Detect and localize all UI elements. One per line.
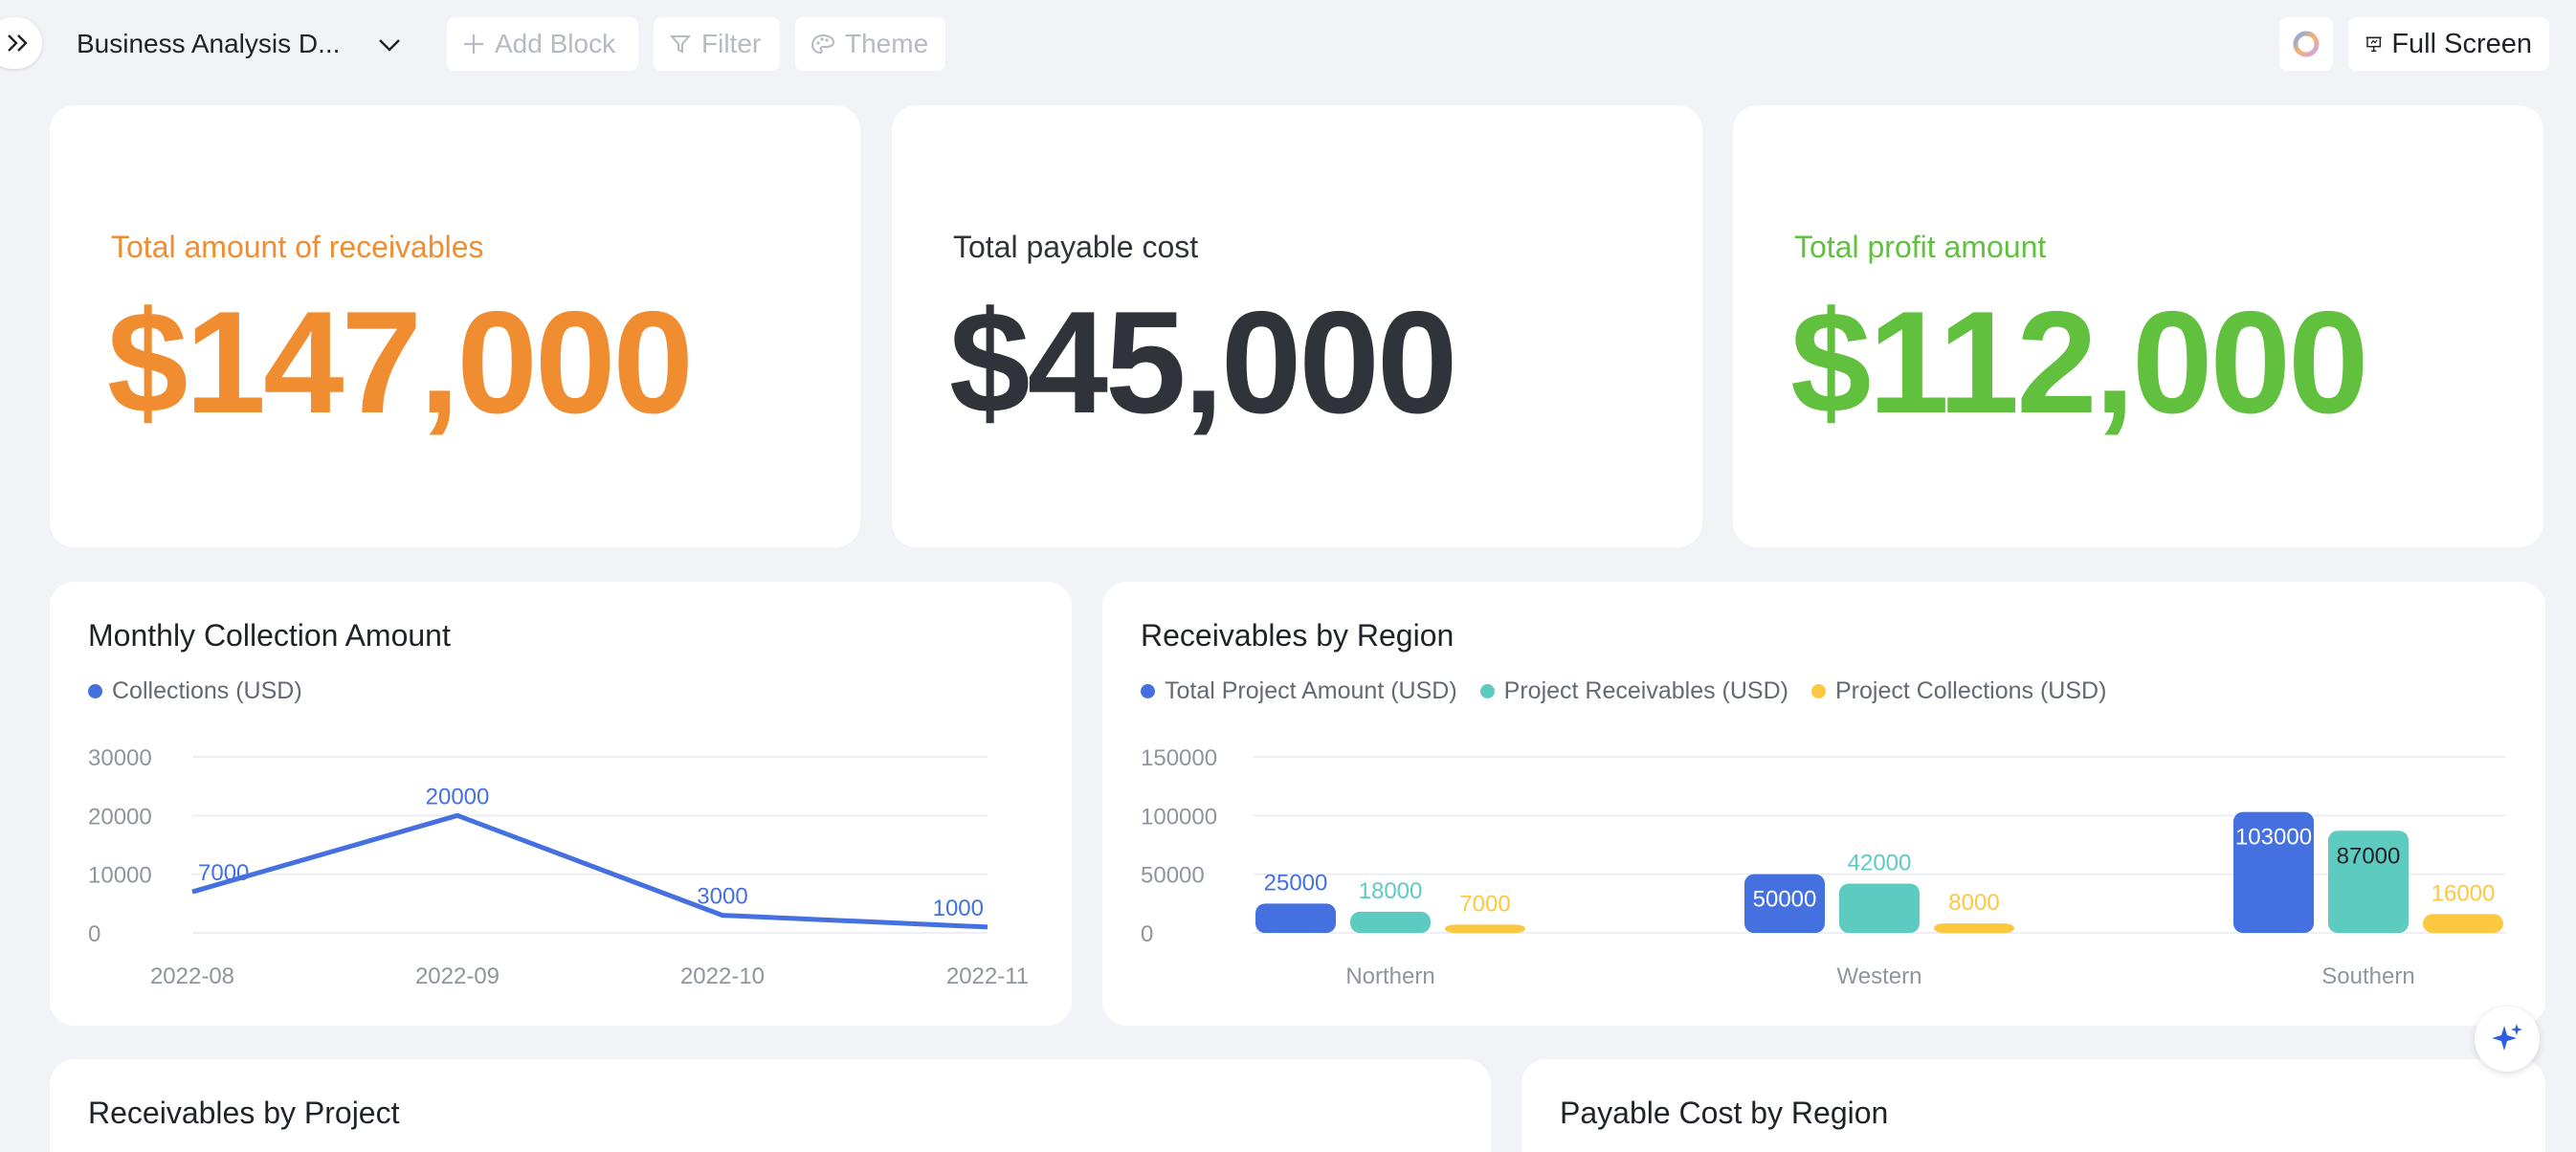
receivables-by-region-card[interactable]: 0 50000 100000 150000 Northern 25000 18000 7000…: [1102, 582, 2545, 1026]
kpi-value: $147,000: [107, 281, 694, 444]
x-tick-label: Western: [1837, 964, 1922, 989]
kpi-card-receivables[interactable]: Total amount of receivables $147,000: [50, 105, 860, 547]
chart-title: Monthly Collection Amount: [88, 618, 451, 653]
x-tick-label: Southern: [2321, 964, 2414, 989]
data-label: 16000: [2432, 880, 2496, 906]
data-label: 20000: [426, 784, 490, 809]
filter-icon: [669, 35, 692, 54]
bar-southern-series-1: [2328, 831, 2409, 933]
dashboard-title[interactable]: Business Analysis D...: [77, 29, 341, 58]
legend-dot: [1479, 684, 1495, 698]
data-label: 103000: [2235, 825, 2312, 851]
bar-western-series-1: [1839, 883, 1920, 933]
chart-title: Receivables by Region: [1141, 618, 1455, 653]
expand-sidebar-button[interactable]: [0, 17, 42, 69]
kpi-card-profit[interactable]: Total profit amount $112,000: [1733, 105, 2543, 547]
data-label: 42000: [1848, 850, 1912, 875]
legend-item[interactable]: Project Collections (USD): [1811, 677, 2106, 705]
legend-item[interactable]: Collections (USD): [88, 677, 302, 705]
plus-icon: [464, 34, 483, 54]
x-tick-label: 2022-09: [415, 964, 500, 989]
kpi-label: Total amount of receivables: [111, 230, 484, 264]
legend-label: Total Project Amount (USD): [1165, 677, 1457, 704]
bar-northern-series-1: [1350, 911, 1431, 933]
x-tick-label: 2022-08: [150, 964, 234, 989]
legend-dot: [88, 684, 102, 698]
chart-title: Receivables by Project: [88, 1096, 400, 1130]
chart-legend: Collections (USD): [88, 677, 302, 705]
sparkle-icon: [2492, 1024, 2522, 1051]
palette-icon: [811, 33, 835, 55]
y-tick-label: 30000: [88, 745, 152, 771]
data-label: 18000: [1359, 878, 1423, 904]
y-tick-label: 0: [88, 921, 100, 947]
chart-title: Payable Cost by Region: [1560, 1096, 1889, 1130]
kpi-label: Total profit amount: [1794, 230, 2047, 264]
legend-label: Project Receivables (USD): [1503, 677, 1788, 704]
data-label: 7000: [198, 860, 249, 886]
y-tick-label: 10000: [88, 863, 152, 889]
legend-label: Project Collections (USD): [1835, 677, 2107, 704]
y-tick-label: 50000: [1141, 863, 1205, 889]
legend-item[interactable]: Total Project Amount (USD): [1141, 677, 1457, 705]
kpi-label: Total payable cost: [953, 230, 1199, 264]
series-line-collections: [191, 812, 988, 930]
legend-dot: [1811, 684, 1826, 698]
ai-sparkle-button[interactable]: [2475, 1007, 2540, 1072]
receivables-by-project-card[interactable]: Receivables by Project: [50, 1059, 1491, 1152]
add-block-button[interactable]: Add Block: [447, 17, 638, 71]
bar-southern-series-0: [2233, 811, 2314, 933]
full-screen-label: Full Screen: [2391, 28, 2532, 59]
ai-assistant-avatar-button[interactable]: [2279, 17, 2333, 71]
data-label: 8000: [1948, 890, 1999, 916]
filter-label: Filter: [701, 29, 762, 58]
data-label: 1000: [933, 896, 984, 921]
data-label: 3000: [697, 884, 747, 910]
presentation-icon: [2365, 36, 2382, 53]
y-tick-label: 150000: [1141, 745, 1217, 771]
chart-legend: Total Project Amount (USD) Project Recei…: [1141, 677, 2106, 705]
kpi-value: $45,000: [949, 281, 1457, 444]
legend-item[interactable]: Project Receivables (USD): [1479, 677, 1788, 705]
payable-cost-by-region-card[interactable]: Payable Cost by Region: [1521, 1059, 2545, 1152]
full-screen-button[interactable]: Full Screen: [2348, 17, 2549, 71]
filter-button[interactable]: Filter: [654, 17, 780, 71]
monthly-collection-card[interactable]: 0 10000 20000 30000 2022-08 2022-09 2022-10 202…: [50, 582, 1072, 1026]
bar-southern-series-2: [2423, 914, 2503, 933]
x-tick-label: Northern: [1345, 964, 1434, 989]
bar-northern-series-0: [1255, 903, 1336, 933]
data-label: 25000: [1264, 870, 1328, 896]
data-label: 50000: [1753, 887, 1817, 913]
bar-northern-series-2: [1445, 924, 1525, 933]
add-block-label: Add Block: [495, 29, 616, 58]
data-label: 87000: [2337, 843, 2401, 869]
y-tick-label: 100000: [1141, 804, 1217, 830]
chevron-down-icon[interactable]: [375, 33, 404, 57]
receivables-by-region-chart: 0 50000 100000 150000 Northern 25000 18000 7000…: [1141, 745, 2505, 989]
data-label: 7000: [1459, 891, 1510, 917]
y-tick-label: 20000: [88, 804, 152, 830]
theme-button[interactable]: Theme: [795, 17, 945, 71]
x-tick-label: 2022-10: [680, 964, 765, 989]
toolbar: Business Analysis D... Add Block Filter …: [0, 0, 2576, 88]
bar-western-series-2: [1934, 923, 2014, 933]
gradient-ring-icon: [2293, 31, 2320, 57]
kpi-value: $112,000: [1790, 281, 2369, 444]
y-tick-label: 0: [1141, 921, 1153, 947]
kpi-card-payable[interactable]: Total payable cost $45,000: [892, 105, 1702, 547]
monthly-collection-chart: 0 10000 20000 30000 2022-08 2022-09 2022-10 202…: [88, 745, 1029, 989]
legend-label: Collections (USD): [112, 677, 302, 704]
bar-western-series-0: [1744, 874, 1825, 933]
legend-dot: [1141, 684, 1155, 698]
theme-label: Theme: [845, 29, 929, 58]
x-tick-label: 2022-11: [946, 964, 1029, 989]
double-chevron-right-icon: [8, 34, 28, 52]
